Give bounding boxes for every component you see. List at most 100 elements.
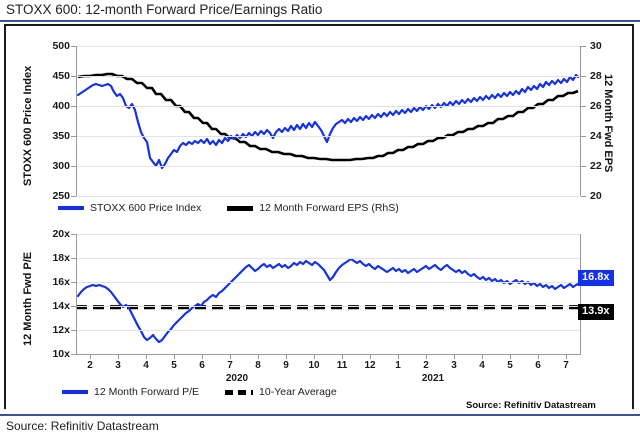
legend-item-average[interactable]: 10-Year Average <box>225 386 337 398</box>
top-ytick-300: 300 <box>52 160 70 172</box>
bottom-right-axis <box>580 234 581 354</box>
top-y2tick-30: 30 <box>590 40 602 52</box>
x-axis-tick <box>482 355 483 359</box>
gridline <box>76 234 580 235</box>
gridline <box>76 330 580 331</box>
axis-tick <box>581 196 586 197</box>
top-ytick-350: 350 <box>52 130 70 142</box>
source-note-inner: Source: Refinitiv Datastream <box>466 400 596 411</box>
x-axis-tick <box>286 355 287 359</box>
xtick-label: 2 <box>87 360 93 371</box>
xtick-label: 10 <box>308 360 320 371</box>
xtick-label: 8 <box>255 360 261 371</box>
x-axis-tick <box>454 355 455 359</box>
xtick-label: 4 <box>143 360 149 371</box>
legend-label-price: STOXX 600 Price Index <box>90 202 202 214</box>
gridline <box>76 46 580 47</box>
top-series-svg <box>76 72 580 170</box>
axis-tick <box>581 106 586 107</box>
title-divider <box>0 20 640 22</box>
top-legend: STOXX 600 Price Index 12 Month Forward E… <box>58 202 399 214</box>
gridline <box>76 282 580 283</box>
top-right-axis <box>580 46 581 196</box>
top-left-axis <box>76 46 77 196</box>
bottom-ytick-16x: 16x <box>52 276 70 288</box>
axis-tick <box>71 234 76 235</box>
xtick-label: 9 <box>283 360 289 371</box>
legend-label-pe: 12 Month Forward P/E <box>94 386 200 398</box>
legend-item-pe[interactable]: 12 Month Forward P/E <box>62 386 199 398</box>
legend-item-price[interactable]: STOXX 600 Price Index <box>58 202 201 214</box>
status-badge-pe-current: 16.8x <box>578 270 614 286</box>
axis-tick <box>581 166 586 167</box>
gridline <box>76 306 580 307</box>
top-y2tick-28: 28 <box>590 70 602 82</box>
xaxis-year-2021: 2021 <box>421 373 445 384</box>
legend-swatch-dashed-line-icon <box>225 389 254 395</box>
x-axis-tick <box>174 355 175 359</box>
axis-tick <box>71 166 76 167</box>
bottom-series-svg <box>76 257 580 344</box>
x-axis-tick <box>146 355 147 359</box>
top-y2tick-20: 20 <box>590 190 602 202</box>
x-axis-tick <box>426 355 427 359</box>
x-axis-tick <box>202 355 203 359</box>
axis-tick <box>71 258 76 259</box>
xtick-label: 6 <box>535 360 541 371</box>
top-panel: STOXX 600 Price Index 12 Month Fwd EPS 5… <box>6 26 632 216</box>
gridline <box>76 76 580 77</box>
xtick-label: 3 <box>115 360 121 371</box>
chart-frame: STOXX 600 Price Index 12 Month Fwd EPS 5… <box>4 24 634 411</box>
xtick-label: 7 <box>563 360 569 371</box>
x-axis-tick <box>90 355 91 359</box>
axis-tick <box>581 136 586 137</box>
gridline <box>76 136 580 137</box>
axis-tick <box>71 196 76 197</box>
xtick-label: 5 <box>507 360 513 371</box>
legend-swatch-blue-line-icon <box>62 390 88 394</box>
x-axis-tick <box>538 355 539 359</box>
top-y2tick-24: 24 <box>590 130 602 142</box>
top-y2tick-22: 22 <box>590 160 602 172</box>
top-ytick-450: 450 <box>52 70 70 82</box>
status-badge-pe-average: 13.9x <box>578 304 614 320</box>
pe-line <box>76 257 580 344</box>
top-left-axis-title: STOXX 600 Price Index <box>22 65 34 186</box>
top-ytick-500: 500 <box>52 40 70 52</box>
bottom-plot-area <box>76 234 580 355</box>
gridline <box>76 166 580 167</box>
gridline <box>76 196 580 197</box>
axis-tick <box>71 106 76 107</box>
legend-item-eps[interactable]: 12 Month Forward EPS (RhS) <box>227 202 399 214</box>
page-title: STOXX 600: 12-month Forward Price/Earnin… <box>6 2 323 17</box>
xaxis-year-2020: 2020 <box>225 373 249 384</box>
xtick-label: 1 <box>395 360 401 371</box>
gridline <box>76 258 580 259</box>
eps-line <box>77 72 579 162</box>
axis-tick <box>71 136 76 137</box>
x-axis-tick <box>342 355 343 359</box>
top-ytick-400: 400 <box>52 100 70 112</box>
legend-swatch-blue-line-icon <box>58 206 84 210</box>
x-axis-tick <box>118 355 119 359</box>
x-axis-tick <box>314 355 315 359</box>
xtick-label: 5 <box>171 360 177 371</box>
source-note-outer: Source: Refinitiv Datastream <box>6 419 159 433</box>
bottom-ytick-10x: 10x <box>52 348 70 360</box>
bottom-x-axis <box>76 354 581 355</box>
axis-tick <box>581 76 586 77</box>
top-plot-area <box>76 46 580 197</box>
top-ytick-250: 250 <box>52 190 70 202</box>
legend-swatch-black-line-icon <box>227 205 254 211</box>
top-y2tick-26: 26 <box>590 100 602 112</box>
gridline <box>76 106 580 107</box>
x-axis-tick <box>258 355 259 359</box>
axis-tick <box>71 306 76 307</box>
xtick-label: 7 <box>227 360 233 371</box>
axis-tick <box>71 76 76 77</box>
x-axis-tick <box>566 355 567 359</box>
bottom-ytick-20x: 20x <box>52 228 70 240</box>
bottom-legend: 12 Month Forward P/E 10-Year Average <box>62 386 337 398</box>
bottom-left-axis <box>76 234 77 354</box>
